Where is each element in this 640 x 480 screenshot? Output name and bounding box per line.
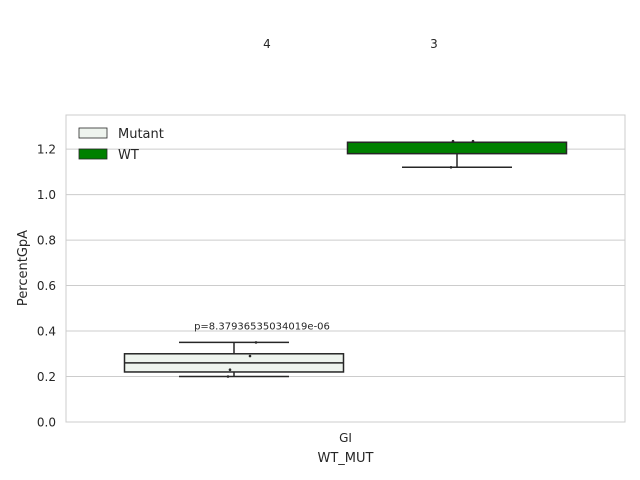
data-point [248,354,252,358]
plot-background [66,115,625,422]
annotations: p=8.37936535034019e-06 [194,321,330,332]
legend-swatch-mutant [78,127,108,139]
legend: Mutant WT [78,127,164,163]
y-tick-label: 1.2 [37,143,56,157]
plot-frame [65,114,626,423]
x-axis-label: WT_MUT [318,451,374,466]
x-tick-label: GI [339,431,352,445]
y-tick-label: 0.8 [37,234,56,248]
legend-label-wt: WT [118,148,139,163]
data-point [228,368,232,371]
y-tick-label: 0.6 [37,279,56,293]
count-label: 3 [430,37,438,51]
data-point [254,341,258,344]
box-group [123,139,568,378]
count-label: 4 [263,37,271,51]
y-axis-label: PercentGpA [16,230,31,306]
legend-swatch-wt [78,148,108,160]
legend-label-mutant: Mutant [118,127,164,142]
data-point [451,139,455,143]
y-tick-label: 0.2 [37,370,56,384]
y-tick-label: 0.0 [37,416,56,430]
data-point [471,139,475,143]
box-wt [346,141,568,155]
p-value-annotation: p=8.37936535034019e-06 [194,321,330,332]
y-axis-ticks: 0.0 0.2 0.4 0.6 0.8 1.0 1.2 [37,143,56,430]
data-point [449,166,453,169]
gridlines [66,148,625,423]
y-tick-label: 0.4 [37,325,56,339]
y-tick-label: 1.0 [37,188,56,202]
data-point [226,375,230,378]
